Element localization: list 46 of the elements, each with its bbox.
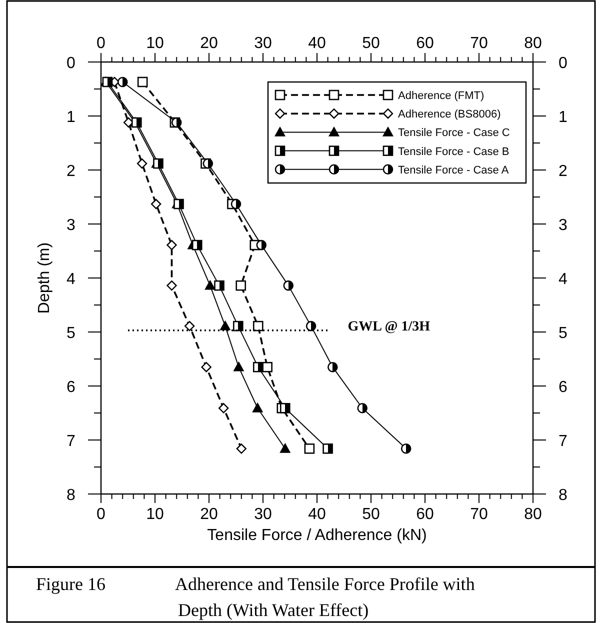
y-axis-title: Depth (m) — [36, 242, 53, 314]
x-tick-label: 10 — [146, 506, 164, 523]
x-tick-label: 20 — [200, 506, 218, 523]
y2-tick-label: 8 — [558, 487, 568, 504]
annotation: GWL @ 1/3H — [348, 319, 430, 334]
y2-tick-label: 2 — [558, 163, 568, 180]
y2-tick-label: 3 — [558, 217, 568, 234]
x-tick-label: 0 — [96, 506, 106, 523]
y-tick-label: 7 — [66, 433, 76, 450]
y-tick-label: 3 — [66, 217, 76, 234]
y-tick-label: 8 — [66, 487, 76, 504]
x-tick-label: 80 — [524, 506, 542, 523]
legend-label: Tensile Force - Case A — [398, 164, 510, 176]
x2-tick-label: 10 — [146, 35, 164, 52]
legend-label: Adherence (FMT) — [398, 90, 484, 102]
y-tick-label: 4 — [66, 271, 76, 288]
text: Adherence and Tensile Force Profile with Depth (With Water Effect) — [175, 574, 475, 620]
x2-tick-label: 20 — [200, 35, 218, 52]
y-tick-label: 2 — [66, 163, 76, 180]
y2-tick-label: 7 — [558, 433, 568, 450]
x2-tick-label: 50 — [362, 35, 380, 52]
x-axis-title: Tensile Force / Adherence (kN) — [207, 527, 427, 544]
x2-tick-label: 30 — [254, 35, 272, 52]
x-tick-label: 60 — [416, 506, 434, 523]
y2-tick-label: 0 — [558, 55, 568, 72]
y2-tick-label: 1 — [558, 109, 568, 126]
x-tick-label: 40 — [308, 506, 326, 523]
y-tick-label: 1 — [66, 109, 76, 126]
y-tick-label: 5 — [66, 325, 76, 342]
y2-tick-label: 5 — [558, 325, 568, 342]
x-tick-label: 30 — [254, 506, 272, 523]
x2-tick-label: 0 — [96, 35, 106, 52]
y2-tick-label: 6 — [558, 379, 568, 396]
legend-label: Adherence (BS8006) — [398, 108, 501, 121]
y-tick-label: 6 — [66, 379, 76, 396]
y2-tick-label: 4 — [558, 271, 568, 288]
caption: Figure 16 — [36, 574, 106, 594]
x-tick-label: 50 — [362, 506, 380, 523]
y-tick-label: 0 — [66, 55, 76, 72]
x2-tick-label: 80 — [524, 35, 542, 52]
x-tick-label: 70 — [470, 506, 488, 523]
x2-tick-label: 70 — [470, 35, 488, 52]
legend-label: Tensile Force - Case C — [398, 127, 510, 140]
x2-tick-label: 60 — [416, 35, 434, 52]
x2-tick-label: 40 — [308, 35, 326, 52]
legend-label: Tensile Force - Case B — [398, 146, 510, 158]
